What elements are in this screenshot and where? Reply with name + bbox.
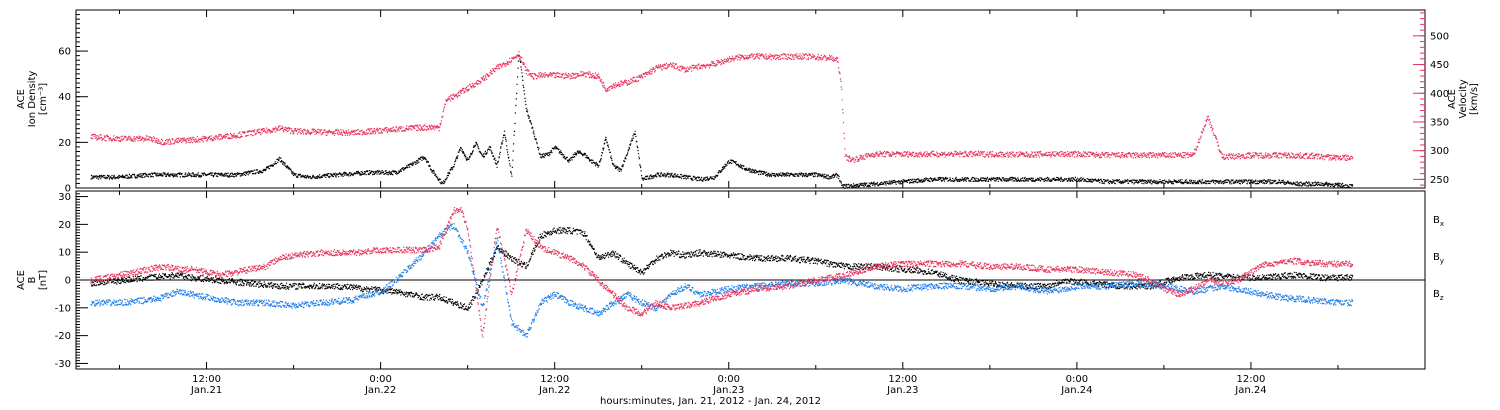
left-axis-label-line: B <box>27 276 38 283</box>
left-axis-label-line: [nT] <box>38 270 49 290</box>
left-tick-label: 0 <box>65 184 71 195</box>
panel-0-frame <box>75 9 1426 189</box>
legend-By: By <box>1433 252 1444 265</box>
time-axis: 12:00Jan.210:00Jan.2212:00Jan.220:00Jan.… <box>190 374 1267 407</box>
series-p0s1-points <box>90 51 1354 163</box>
x-tick-time-label: 0:00 <box>1066 374 1088 385</box>
left-tick-label: -20 <box>55 331 71 342</box>
series-p0s0-points <box>90 54 1354 189</box>
left-tick-label: -10 <box>55 303 71 314</box>
legend-Bz: Bz <box>1433 289 1444 302</box>
series-Bz-points <box>90 207 1354 338</box>
left-tick-label: 60 <box>58 47 71 58</box>
x-tick-time-label: 12:00 <box>192 374 221 385</box>
right-tick-label: 300 <box>1430 146 1449 157</box>
right-tick-label: 500 <box>1430 31 1449 42</box>
right-tick-label: 250 <box>1430 175 1449 186</box>
left-tick-label: 20 <box>58 220 71 231</box>
x-tick-time-label: 0:00 <box>718 374 740 385</box>
x-tick-date-label: Jan.22 <box>364 385 396 396</box>
left-tick-label: 0 <box>65 276 71 287</box>
left-tick-label: 10 <box>58 248 71 259</box>
left-tick-label: 40 <box>58 92 71 103</box>
x-tick-time-label: 0:00 <box>369 374 391 385</box>
magnetic-field-panel: -30 -20 -10 0 10 20 30 ACE B [nT] Bx By Bz <box>16 190 1444 370</box>
x-tick-date-label: Jan.24 <box>1234 385 1266 396</box>
left-tick-label: 20 <box>58 138 71 149</box>
x-axis-title: hours:minutes, Jan. 21, 2012 - Jan. 24, … <box>600 396 821 407</box>
right-axis-label: ACE Velocity [km/s] <box>1447 79 1480 118</box>
left-axis-label-line: [cm⁻³] <box>38 83 49 115</box>
right-axis-label-line: Velocity <box>1458 79 1469 118</box>
x-tick-date-label: Jan.23 <box>712 385 744 396</box>
right-axis-label-line: ACE <box>1447 89 1458 109</box>
x-tick-date-label: Jan.22 <box>538 385 570 396</box>
left-axis-label: ACE Ion Density [cm⁻³] <box>16 71 49 128</box>
series-Bz <box>90 207 1354 338</box>
x-tick-time-label: 12:00 <box>888 374 917 385</box>
series-p0s1 <box>90 51 1354 163</box>
left-axis-label-line: ACE <box>16 89 27 109</box>
x-tick-time-label: 12:00 <box>1237 374 1266 385</box>
left-tick-label: 30 <box>58 192 71 203</box>
x-tick-date-label: Jan.21 <box>190 385 222 396</box>
x-tick-time-label: 12:00 <box>540 374 569 385</box>
legend-Bx: Bx <box>1433 215 1444 228</box>
right-axis-label-line: [km/s] <box>1469 83 1480 115</box>
left-axis-label: ACE B [nT] <box>16 270 49 290</box>
right-tick-label: 450 <box>1430 60 1449 71</box>
series-p0s0 <box>90 54 1354 189</box>
left-tick-label: -30 <box>55 359 71 370</box>
left-axis-label-line: ACE <box>16 270 27 290</box>
left-axis-label-line: Ion Density <box>27 71 38 128</box>
x-tick-date-label: Jan.24 <box>1060 385 1092 396</box>
x-tick-date-label: Jan.23 <box>886 385 918 396</box>
right-tick-label: 350 <box>1430 117 1449 128</box>
right-tick-label: 400 <box>1430 89 1449 100</box>
